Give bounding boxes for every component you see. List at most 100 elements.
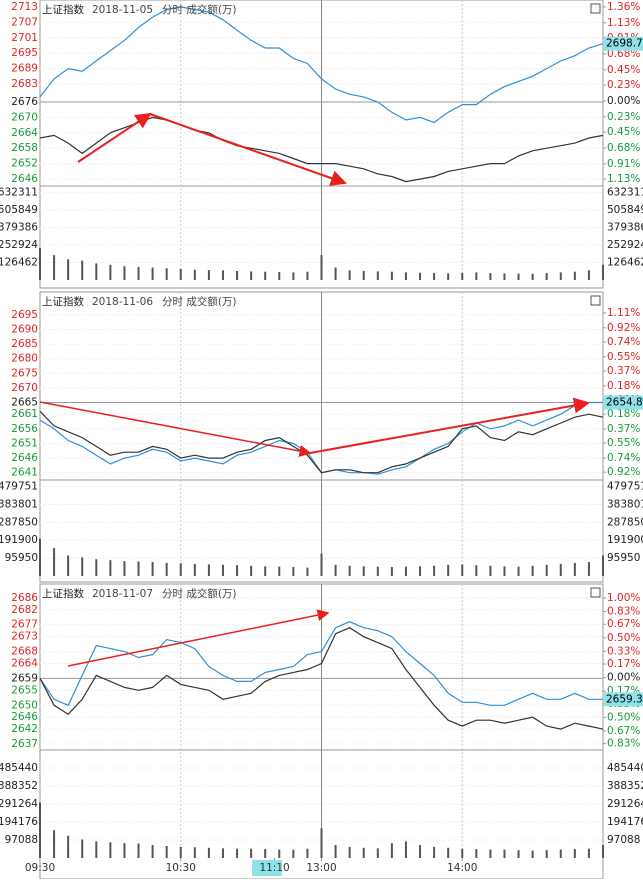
volume-bar	[320, 255, 323, 280]
volume-bar	[67, 555, 70, 576]
y-tick-label: 2652	[11, 158, 38, 170]
volume-bar	[376, 271, 379, 280]
volume-bar	[123, 266, 126, 280]
volume-tick-label: 388352	[0, 780, 38, 792]
volume-bar	[587, 562, 590, 576]
volume-bar	[461, 272, 464, 280]
volume-tick-label-right: 126462	[607, 257, 643, 269]
y-tick-label: 2646	[11, 173, 38, 185]
volume-bar	[278, 566, 281, 576]
volume-bar	[404, 841, 407, 858]
x-tick-label: 11:10	[259, 862, 289, 874]
y2-tick-label: 0.23%	[607, 111, 640, 123]
y2-tick-label: 0.45%	[607, 64, 640, 76]
y-tick-label: 2673	[11, 631, 38, 643]
volume-tick-label: 95950	[5, 552, 38, 564]
title-name: 上证指数	[42, 587, 84, 600]
volume-tick-label: 485440	[0, 762, 38, 774]
volume-bar	[250, 271, 253, 280]
y-tick-label: 2701	[11, 32, 38, 44]
volume-bar	[531, 565, 534, 576]
y2-tick-label: 0.92%	[607, 322, 640, 334]
volume-tick-label-right: 485440	[607, 762, 643, 774]
y2-tick-label: 0.37%	[607, 365, 640, 377]
volume-tick-label: 97088	[5, 834, 38, 846]
y-tick-label: 2670	[11, 111, 38, 123]
y2-tick-label: 0.74%	[607, 336, 640, 348]
y2-tick-label: 0.33%	[607, 645, 640, 657]
volume-bar	[123, 843, 126, 858]
volume-bar	[236, 848, 239, 858]
y-tick-label: 2695	[11, 309, 38, 321]
volume-bar	[306, 567, 309, 576]
volume-bar	[503, 849, 506, 858]
arrow	[77, 112, 152, 163]
volume-bar	[362, 271, 365, 280]
volume-bar	[95, 841, 98, 858]
volume-tick-label: 287850	[0, 516, 38, 528]
volume-bar	[151, 562, 154, 576]
volume-bar	[475, 272, 478, 280]
volume-bar	[292, 849, 295, 858]
arrow	[149, 113, 347, 186]
y-tick-label: 2658	[11, 142, 38, 154]
volume-bar	[587, 848, 590, 858]
window-icon	[590, 295, 601, 306]
y2-tick-label: 1.00%	[607, 592, 640, 604]
volume-bar	[362, 847, 365, 858]
volume-bar	[419, 566, 422, 576]
volume-bar	[390, 567, 393, 576]
y2-tick-label: 0.68%	[607, 48, 640, 60]
panel-frame	[39, 0, 604, 289]
y2-tick-label: 0.55%	[607, 437, 640, 449]
last-value-box	[604, 395, 643, 410]
volume-tick-label-right: 291264	[607, 798, 643, 810]
y-tick-label: 2659	[11, 672, 38, 684]
y2-tick-label: 0.37%	[607, 423, 640, 435]
arrow	[67, 609, 330, 667]
title-subtitle: 分时 成交额(万)	[162, 295, 237, 308]
y-tick-label: 2689	[11, 63, 38, 75]
volume-tick-label-right: 191900	[607, 534, 643, 546]
y2-tick-label: 0.74%	[607, 452, 640, 464]
y-tick-label: 2646	[11, 711, 38, 723]
volume-tick-label-right: 388352	[607, 780, 643, 792]
volume-bar	[489, 849, 492, 858]
y-tick-label: 2682	[11, 604, 38, 616]
volume-bar	[419, 845, 422, 858]
y2-tick-label: 0.83%	[607, 738, 640, 750]
volume-bar	[193, 269, 196, 280]
y-tick-label: 2651	[11, 437, 38, 449]
arrow	[39, 401, 312, 457]
volume-bar	[503, 566, 506, 576]
x-tick-label: 14:00	[447, 862, 477, 874]
volume-bar	[95, 263, 98, 280]
y-tick-label: 2695	[11, 47, 38, 59]
volume-bar	[250, 848, 253, 858]
volume-tick-label-right: 383801	[607, 498, 643, 510]
y-tick-label: 2661	[11, 408, 38, 420]
last-value-label: 2698.7	[606, 38, 643, 50]
volume-bar	[559, 272, 562, 280]
volume-bar	[334, 845, 337, 858]
volume-bar	[475, 565, 478, 576]
volume-bar	[573, 562, 576, 576]
volume-bar	[109, 560, 112, 576]
y2-tick-label: 0.17%	[607, 658, 640, 670]
volume-bar	[193, 563, 196, 576]
y-tick-label: 2664	[11, 127, 38, 139]
volume-bar	[503, 273, 506, 280]
volume-bar	[81, 839, 84, 858]
volume-bar	[447, 564, 450, 576]
volume-tick-label: 379386	[0, 222, 38, 234]
volume-bar	[165, 268, 168, 280]
volume-bar	[475, 849, 478, 858]
volume-bar	[573, 849, 576, 858]
volume-bar	[179, 563, 182, 576]
x-tick-label: 13:00	[306, 862, 336, 874]
volume-bar	[137, 561, 140, 576]
volume-bar	[264, 271, 267, 280]
title-subtitle: 分时 成交额(万)	[162, 587, 237, 600]
volume-bar	[81, 260, 84, 280]
